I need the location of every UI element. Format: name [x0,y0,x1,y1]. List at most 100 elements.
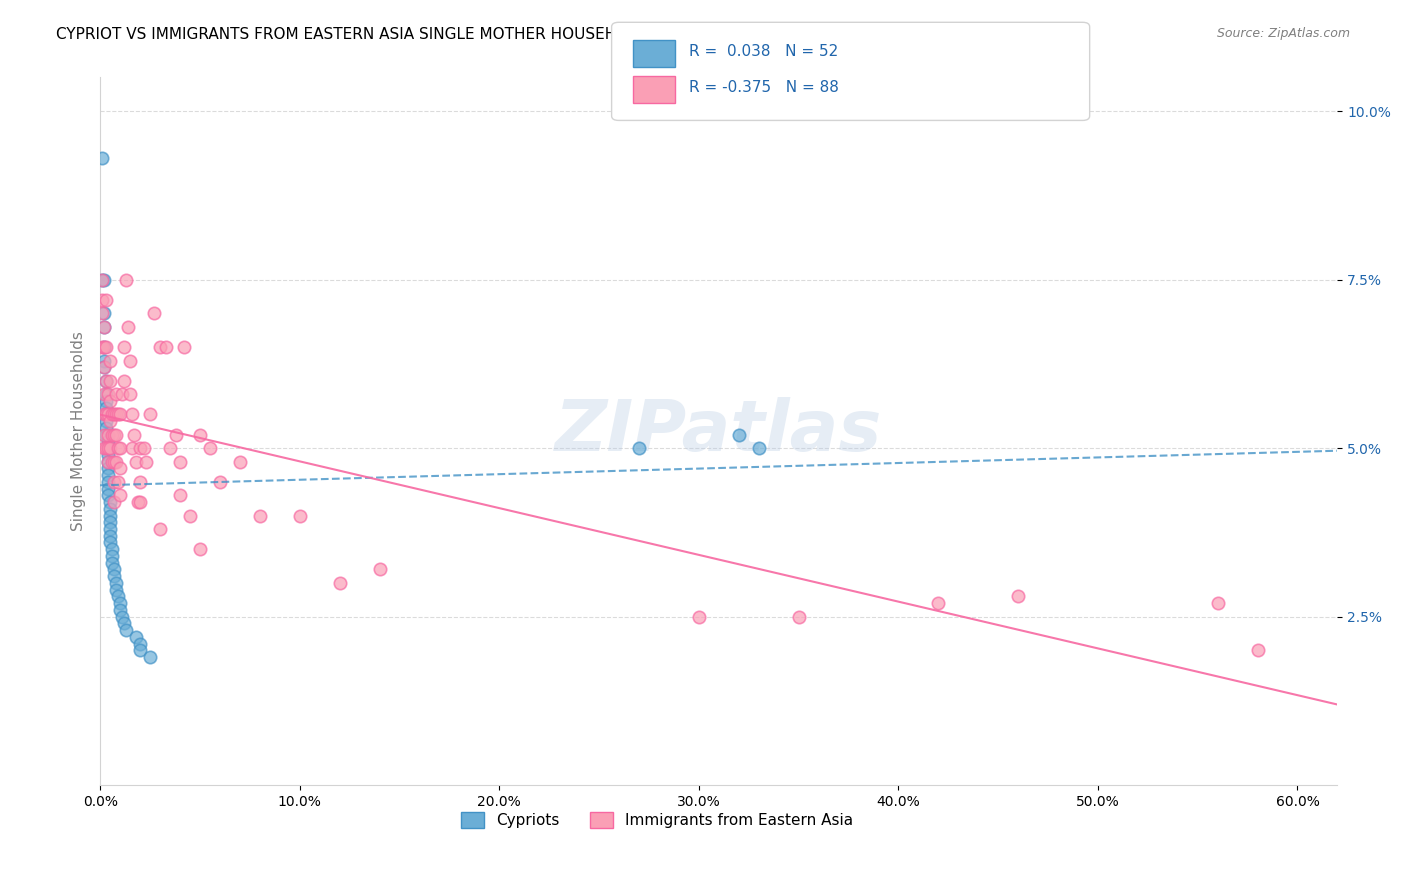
Point [117,319,139,334]
Point [98,515,121,529]
Point [1007,590,1029,604]
Point [93,319,115,334]
Point [149,340,172,354]
Point [94,421,117,435]
Point [139,650,162,665]
Point [105,408,128,422]
Point [94,374,117,388]
Point [93,387,115,401]
Point [98,501,121,516]
Point [93,340,115,354]
Point [368,562,391,576]
Point [94,340,117,354]
Point [129,441,152,455]
Point [93,340,115,354]
Point [94,408,117,422]
Point [97,454,120,468]
Point [115,623,138,637]
Point [173,340,195,354]
Text: R = -0.375   N = 88: R = -0.375 N = 88 [689,80,839,95]
Point [94,441,117,455]
Point [107,590,129,604]
Point [108,441,131,455]
Point [107,408,129,422]
Point [112,340,135,354]
Point [101,427,124,442]
Point [103,427,125,442]
Point [188,542,211,557]
Point [97,475,120,489]
Point [927,596,949,610]
Point [135,454,157,468]
Point [103,454,125,468]
Point [91,340,114,354]
Point [108,408,131,422]
Point [103,569,125,583]
Point [103,495,125,509]
Point [1246,643,1268,657]
Point [98,529,121,543]
Point [94,414,117,428]
Point [105,454,128,468]
Point [169,488,191,502]
Point [748,441,770,455]
Point [115,272,138,286]
Point [93,441,115,455]
Point [101,556,124,570]
Point [159,441,181,455]
Point [198,441,221,455]
Point [188,427,211,442]
Point [108,488,131,502]
Point [97,488,120,502]
Point [97,434,120,449]
Point [93,360,115,375]
Point [101,408,124,422]
Point [169,454,191,468]
Point [1206,596,1229,610]
Point [125,454,148,468]
Point [229,454,252,468]
Point [132,441,155,455]
Point [107,441,129,455]
Point [105,582,128,597]
Point [94,408,117,422]
Point [125,630,148,644]
Point [139,408,162,422]
Point [98,508,121,523]
Point [122,427,145,442]
Point [105,427,128,442]
Point [91,293,114,307]
Point [103,475,125,489]
Point [111,609,134,624]
Point [93,360,115,375]
Point [93,306,115,320]
Point [108,603,131,617]
Point [627,441,650,455]
Point [98,393,121,408]
Point [329,575,352,590]
Point [97,441,120,455]
Text: ZIPatlas: ZIPatlas [555,397,883,466]
Point [112,374,135,388]
Point [93,353,115,368]
Point [155,340,177,354]
Point [120,353,142,368]
Point [121,441,143,455]
Text: Source: ZipAtlas.com: Source: ZipAtlas.com [1216,27,1350,40]
Point [120,387,142,401]
Point [101,542,124,557]
Point [91,151,114,165]
Point [98,353,121,368]
Legend: Cypriots, Immigrants from Eastern Asia: Cypriots, Immigrants from Eastern Asia [454,805,859,834]
Point [93,272,115,286]
Point [165,427,187,442]
Point [129,636,152,650]
Text: CYPRIOT VS IMMIGRANTS FROM EASTERN ASIA SINGLE MOTHER HOUSEHOLDS CORRELATION CHA: CYPRIOT VS IMMIGRANTS FROM EASTERN ASIA … [56,27,828,42]
Point [108,461,131,475]
Point [179,508,201,523]
Point [111,387,134,401]
Point [97,482,120,496]
Point [101,454,124,468]
Point [103,562,125,576]
Point [98,374,121,388]
